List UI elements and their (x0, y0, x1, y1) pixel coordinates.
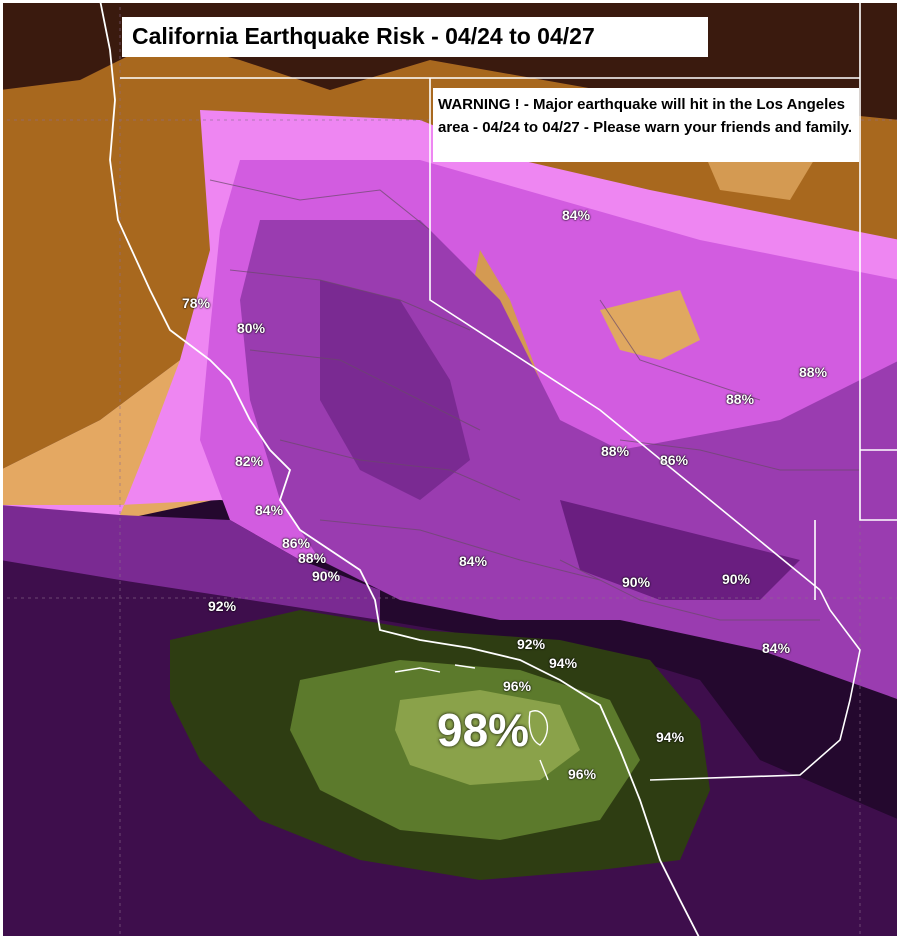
risk-label-98-peak: 98% (437, 704, 530, 756)
risk-label-92-la: 92% (517, 636, 546, 652)
risk-label-88-east3: 88% (799, 364, 828, 380)
risk-label-90-east1: 90% (622, 574, 651, 590)
risk-label-94-la: 94% (549, 655, 578, 671)
risk-label-84-north: 84% (562, 207, 591, 223)
risk-label-86-east: 86% (660, 452, 689, 468)
risk-label-86-coast: 86% (282, 535, 311, 551)
risk-label-88-coast: 88% (298, 550, 327, 566)
risk-label-84-east: 84% (762, 640, 791, 656)
risk-label-94-south: 94% (656, 729, 685, 745)
risk-label-90-east2: 90% (722, 571, 751, 587)
risk-label-80: 80% (237, 320, 266, 336)
risk-label-96-la: 96% (503, 678, 532, 694)
warning-banner: WARNING ! - Major earthquake will hit in… (433, 88, 859, 162)
risk-label-84-central: 84% (459, 553, 488, 569)
risk-label-88-east1: 88% (601, 443, 630, 459)
risk-label-96-south: 96% (568, 766, 597, 782)
risk-label-78: 78% (182, 295, 211, 311)
risk-label-84-coast: 84% (255, 502, 284, 518)
risk-label-82: 82% (235, 453, 264, 469)
map-title: California Earthquake Risk - 04/24 to 04… (122, 17, 708, 57)
risk-label-88-east2: 88% (726, 391, 755, 407)
risk-label-90-coast: 90% (312, 568, 341, 584)
risk-label-92-offshore: 92% (208, 598, 237, 614)
